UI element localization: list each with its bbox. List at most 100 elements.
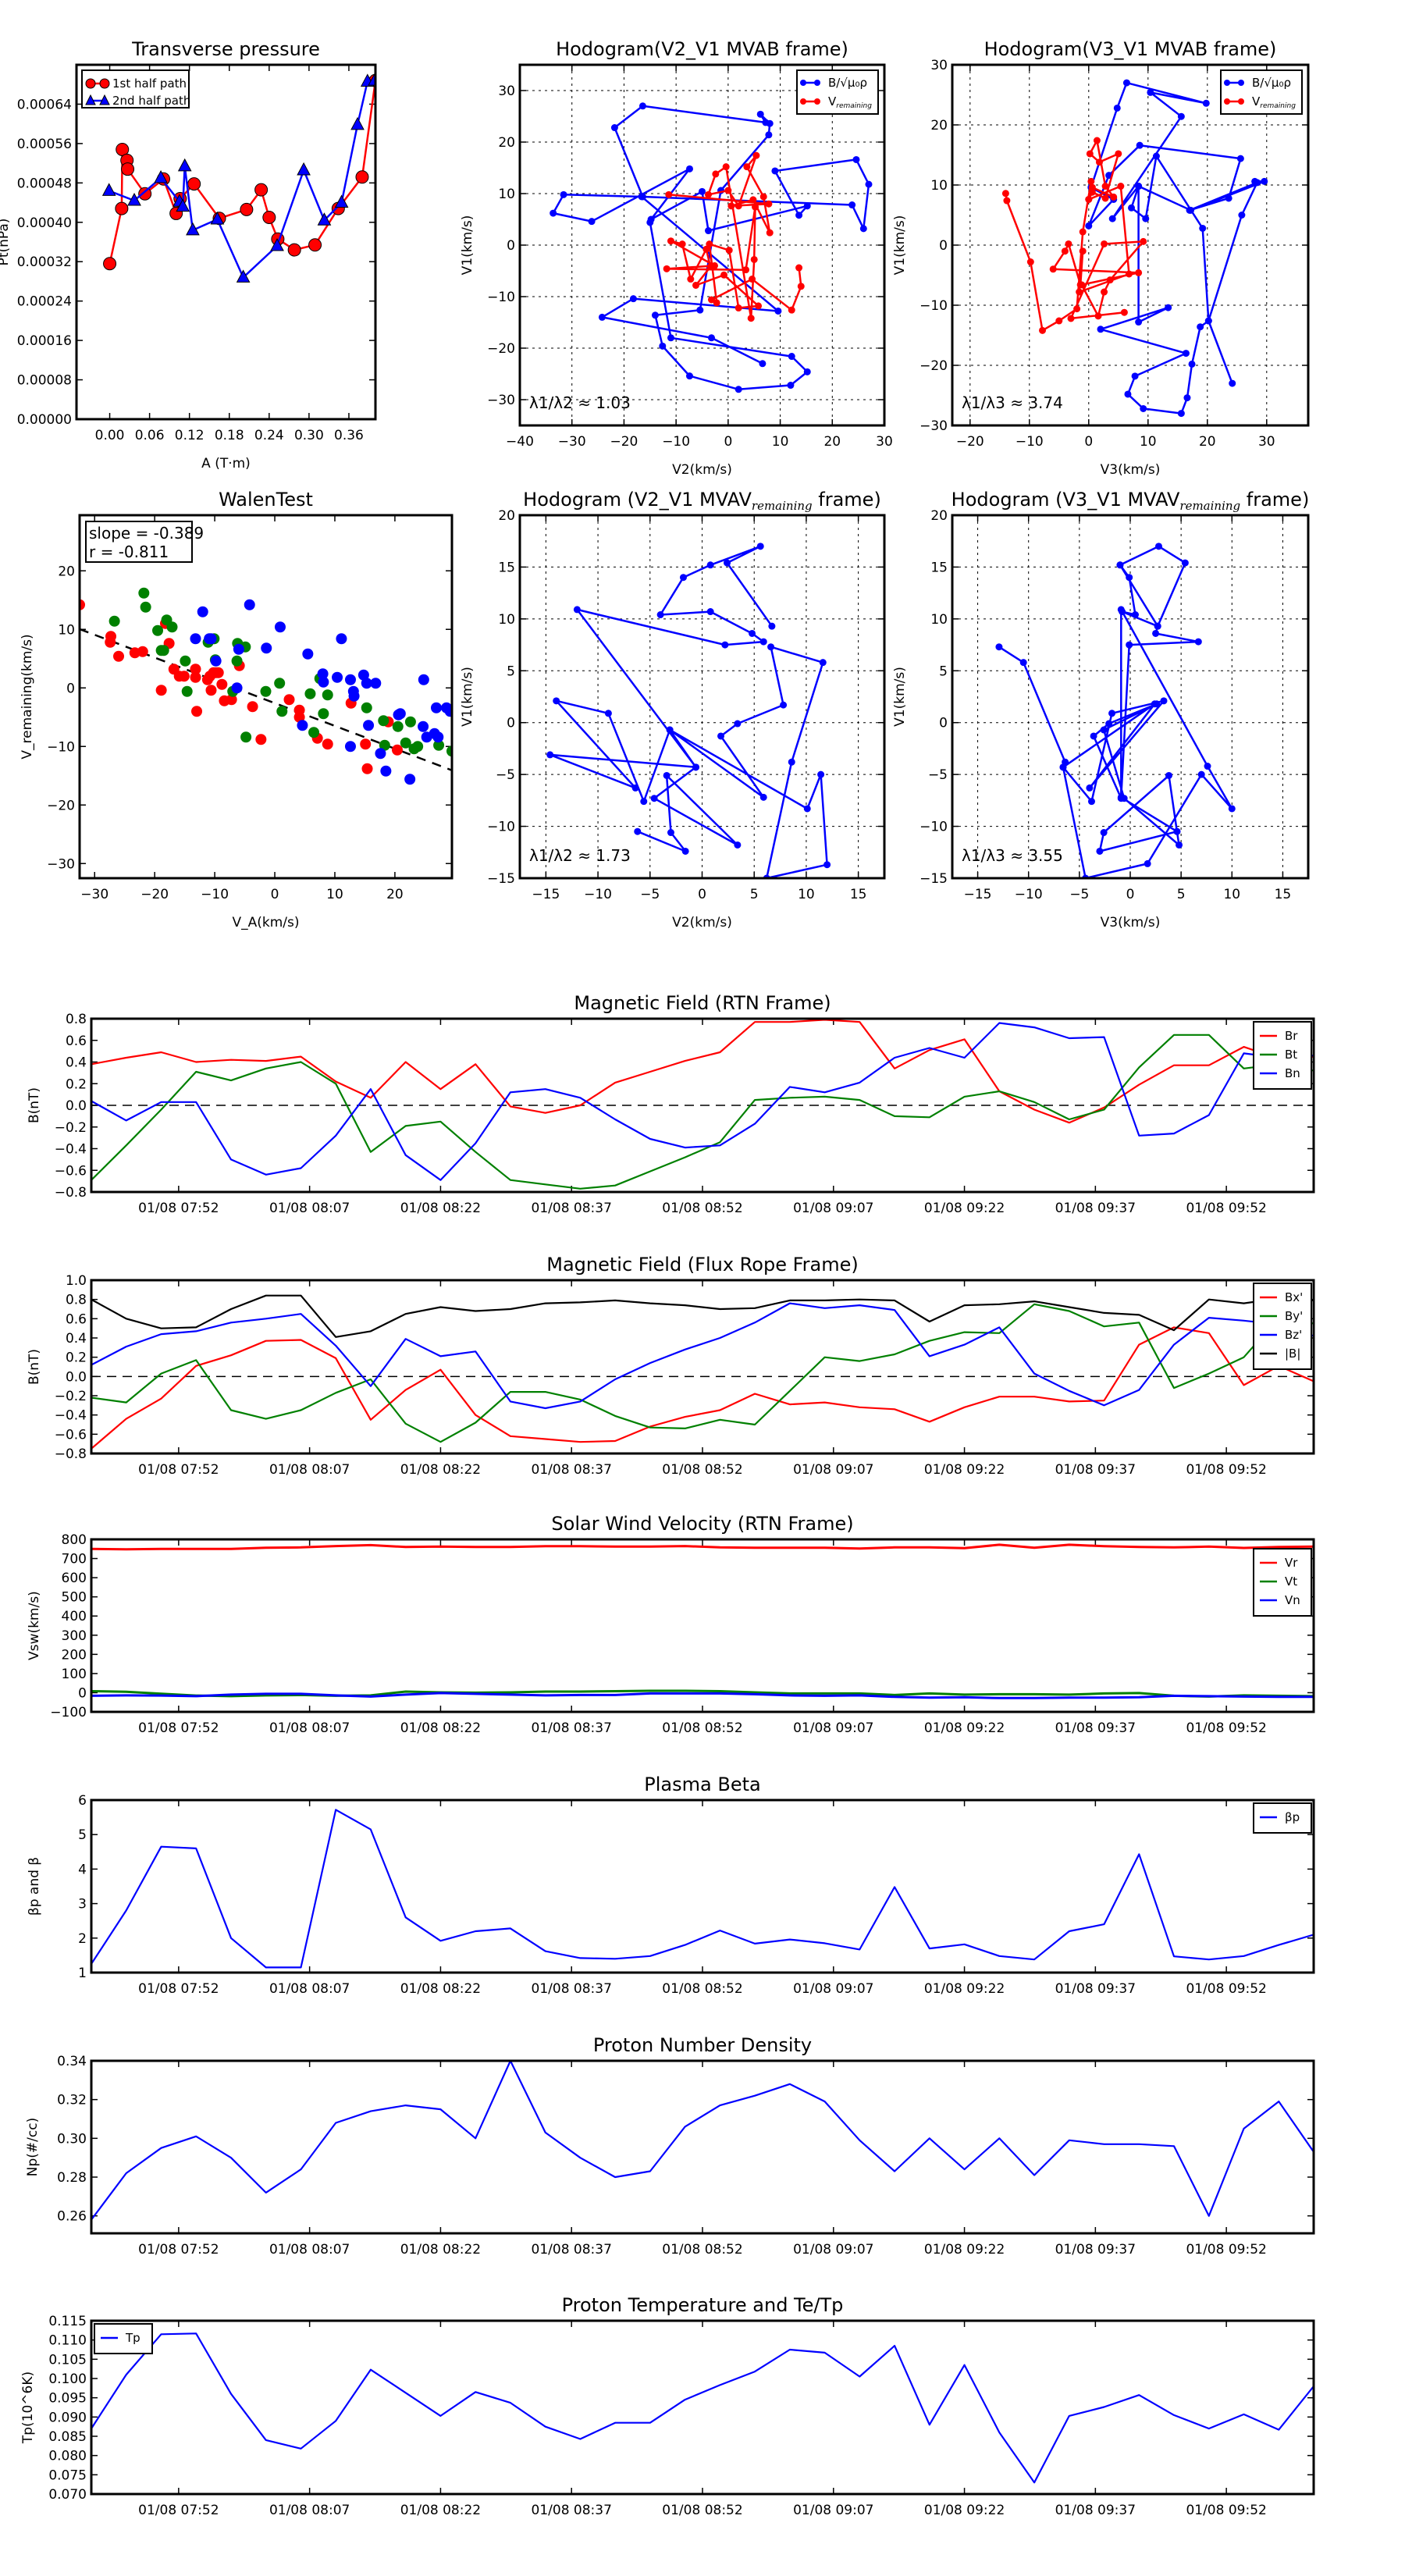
plot-area: [1001, 79, 1268, 418]
x-tick-label: 01/08 08:22: [400, 1720, 481, 1736]
data-point: [1039, 326, 1047, 334]
data-point: [1194, 638, 1202, 646]
data-point: [667, 237, 674, 245]
scatter-point: [216, 678, 228, 690]
chart-hodogram-v2-v1-mvav: −15 −10 −5 0 5 10 15 −15 −10 −5 0 5 10 15 20 Hodogram (…: [460, 489, 886, 930]
x-tick-label: −20: [140, 887, 169, 902]
data-point: [665, 190, 673, 198]
data-point: [795, 264, 803, 272]
y-tick-label: 10: [58, 622, 75, 638]
scatter-point: [137, 646, 148, 657]
x-tick-label: 01/08 08:07: [269, 2503, 350, 2518]
data-point: [766, 229, 774, 237]
x-tick-label: 01/08 09:52: [1186, 1981, 1266, 1997]
x-tick-label: 0: [1084, 434, 1093, 450]
data-point: [725, 247, 733, 254]
y-tick-label: 0.115: [48, 2314, 87, 2329]
y-tick-label: −10: [47, 739, 75, 755]
data-point: [1173, 827, 1181, 835]
y-tick-label: 700: [62, 1552, 87, 1567]
y-tick-label: 20: [498, 508, 515, 524]
data-point: [573, 606, 581, 614]
data-point: [1085, 222, 1093, 229]
x-tick-label: 01/08 08:22: [400, 1462, 481, 1478]
data-point: [1119, 608, 1126, 616]
legend-label: Vt: [1285, 1574, 1297, 1589]
data-point: [1117, 183, 1125, 190]
y-tick-label: 0: [939, 238, 948, 254]
data-point: [1147, 88, 1154, 96]
scatter-point: [418, 720, 429, 732]
series-line: [91, 1692, 1314, 1699]
plot-area: [101, 73, 375, 283]
chart-proton-density: 01/08 07:52 01/08 08:07 01/08 08:22 01/08 0…: [25, 2034, 1315, 2258]
legend: B/√μ₀ρ Vremaining: [796, 69, 879, 115]
chart-hodogram-v2-v1-mvab: −40 −30 −20 −10 0 10 20 30 −30 −20 −10 0 10 20 30 Hodog…: [460, 38, 893, 478]
scatter-point: [190, 671, 201, 683]
data-point: [788, 353, 795, 361]
x-tick-label: 01/08 08:52: [662, 1462, 742, 1478]
y-axis-label: V_remaining(km/s): [20, 634, 35, 759]
data-point: [755, 302, 763, 310]
x-tick-label: 01/08 07:52: [138, 1720, 219, 1736]
y-tick-label: 0.0: [66, 1098, 87, 1114]
data-point: [1079, 247, 1087, 255]
scatter-point: [344, 741, 356, 753]
x-tick-label: 01/08 09:22: [924, 2503, 1005, 2518]
data-point: [598, 313, 606, 321]
scatter-point: [412, 741, 424, 753]
scatter-point: [357, 669, 369, 681]
y-tick-label: 10: [498, 187, 515, 202]
data-point: [1153, 700, 1161, 708]
data-point: [1140, 404, 1147, 412]
x-tick-label: 01/08 09:07: [793, 1981, 873, 1997]
scatter-point: [261, 642, 272, 654]
x-tick-label: 01/08 09:07: [793, 1201, 873, 1216]
series-line: [91, 1019, 1314, 1124]
data-point: [692, 281, 699, 289]
y-tick-label: 10: [930, 612, 948, 628]
scatter-point: [190, 633, 201, 645]
y-tick-label: 30: [498, 84, 515, 99]
scatter-point: [348, 690, 360, 702]
data-point: [1086, 150, 1094, 158]
data-point: [553, 697, 560, 705]
data-point: [1067, 315, 1075, 322]
x-tick-label: 01/08 09:22: [924, 1201, 1005, 1216]
scatter-point: [283, 694, 295, 706]
y-tick-label: 1: [78, 1966, 87, 1981]
data-point: [749, 196, 757, 204]
series-line: [552, 105, 870, 391]
x-tick-label: 01/08 09:37: [1055, 2503, 1136, 2518]
scatter-point: [212, 667, 224, 678]
data-point: [1177, 410, 1185, 418]
data-point: [1059, 763, 1067, 771]
scatter-point: [360, 738, 372, 750]
data-point: [803, 805, 811, 813]
scatter-point: [210, 655, 222, 667]
x-tick-label: −10: [662, 434, 690, 450]
plot-area: [995, 543, 1236, 878]
data-point: [1094, 312, 1102, 320]
scatter-point: [205, 685, 217, 696]
x-tick-label: 0.00: [95, 428, 125, 443]
scatter-point: [322, 738, 333, 750]
y-tick-label: −10: [487, 820, 515, 835]
y-tick-label: 5: [78, 1827, 87, 1843]
data-point: [1110, 193, 1118, 201]
data-point: [640, 798, 648, 806]
scatter-point: [418, 674, 429, 685]
y-tick-label: 30: [930, 58, 948, 73]
scatter-point: [226, 694, 237, 706]
data-point: [823, 861, 831, 869]
data-point: [667, 829, 674, 837]
x-tick-label: 30: [876, 434, 893, 450]
data-point: [1251, 177, 1259, 185]
legend-label: By': [1285, 1309, 1303, 1323]
data-point: [696, 306, 704, 314]
legend-label: Vr: [1285, 1556, 1298, 1570]
data-point: [724, 559, 731, 567]
y-tick-label: 400: [62, 1609, 87, 1624]
data-point: [727, 202, 735, 210]
data-point: [663, 265, 670, 272]
